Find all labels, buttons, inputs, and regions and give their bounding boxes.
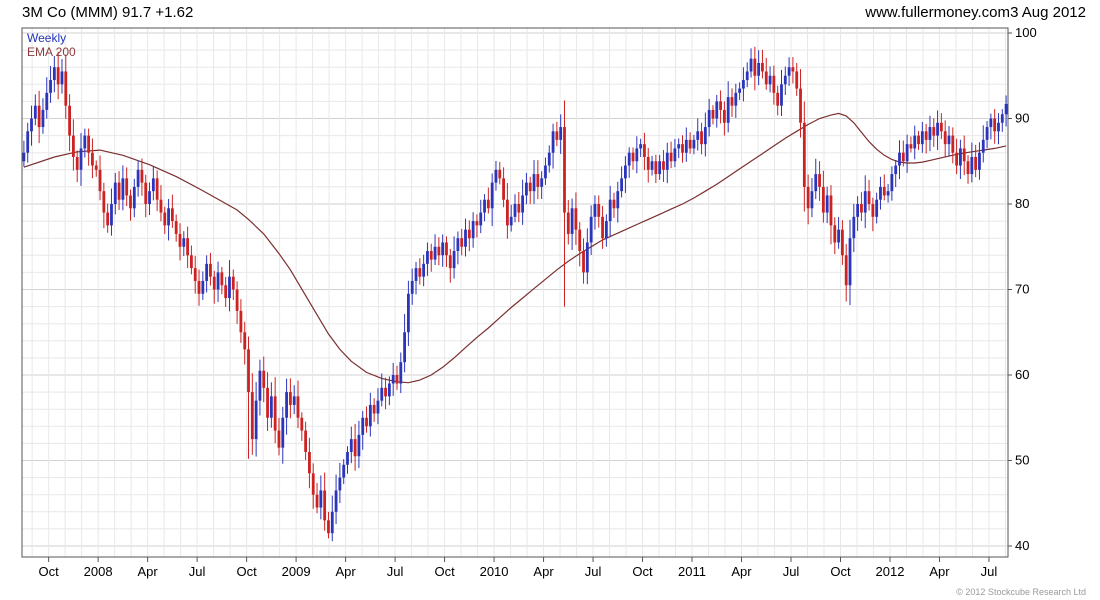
svg-text:Apr: Apr <box>533 564 554 579</box>
svg-text:Jul: Jul <box>585 564 602 579</box>
copyright-label: © 2012 Stockcube Research Ltd <box>956 587 1086 597</box>
svg-text:Jul: Jul <box>189 564 206 579</box>
svg-text:Oct: Oct <box>632 564 653 579</box>
svg-text:2011: 2011 <box>678 564 706 579</box>
svg-text:Oct: Oct <box>236 564 257 579</box>
svg-text:Oct: Oct <box>434 564 455 579</box>
svg-text:2008: 2008 <box>84 564 113 579</box>
chart-date: 3 Aug 2012 <box>1010 4 1086 21</box>
svg-text:70: 70 <box>1015 282 1029 297</box>
svg-text:Jul: Jul <box>981 564 998 579</box>
ema-legend-label: EMA 200 <box>27 45 76 59</box>
svg-text:Oct: Oct <box>830 564 851 579</box>
svg-text:60: 60 <box>1015 367 1029 382</box>
svg-text:Apr: Apr <box>929 564 950 579</box>
grid-layer <box>22 28 1008 557</box>
svg-text:100: 100 <box>1015 25 1037 40</box>
website-label: www.fullermoney.com <box>865 4 1010 21</box>
svg-text:2009: 2009 <box>282 564 311 579</box>
y-axis-labels: 100 90 80 70 60 50 40 <box>1008 25 1037 553</box>
svg-text:40: 40 <box>1015 538 1029 553</box>
svg-text:80: 80 <box>1015 196 1029 211</box>
svg-text:Apr: Apr <box>335 564 356 579</box>
candles-layer <box>22 46 1008 542</box>
svg-text:2012: 2012 <box>876 564 905 579</box>
svg-text:Jul: Jul <box>783 564 800 579</box>
svg-text:Oct: Oct <box>39 564 60 579</box>
svg-text:Apr: Apr <box>731 564 752 579</box>
ema-200-line <box>23 112 1007 384</box>
timeframe-label: Weekly <box>27 31 67 45</box>
svg-text:Apr: Apr <box>138 564 159 579</box>
svg-text:2010: 2010 <box>480 564 509 579</box>
x-axis-labels: Oct 2008 Apr Jul Oct 2009 Apr Jul Oct 2010 Apr Jul O… <box>39 557 998 579</box>
svg-text:Jul: Jul <box>387 564 404 579</box>
instrument-title: 3M Co (MMM) 91.7 +1.62 <box>22 4 194 21</box>
svg-text:90: 90 <box>1015 111 1029 126</box>
plot-frame <box>21 27 1009 558</box>
svg-text:50: 50 <box>1015 453 1029 468</box>
